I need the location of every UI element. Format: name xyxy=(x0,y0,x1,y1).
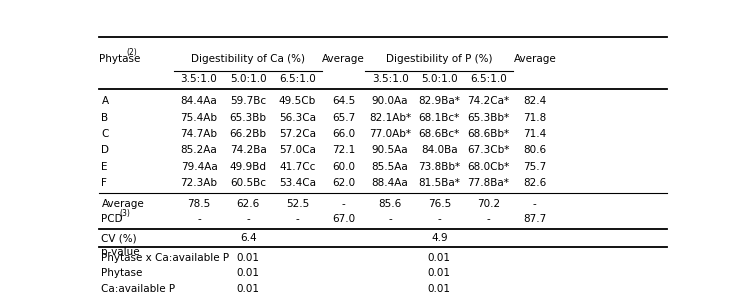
Text: PCD: PCD xyxy=(102,214,123,224)
Text: C: C xyxy=(102,129,109,139)
Text: (3): (3) xyxy=(120,209,130,218)
Text: 82.9Ba*: 82.9Ba* xyxy=(418,96,460,106)
Text: B: B xyxy=(102,113,108,123)
Text: Digestibility of P (%): Digestibility of P (%) xyxy=(386,54,492,64)
Text: 49.5Cb: 49.5Cb xyxy=(279,96,316,106)
Text: 0.01: 0.01 xyxy=(428,284,450,294)
Text: 77.0Ab*: 77.0Ab* xyxy=(369,129,411,139)
Text: 67.0: 67.0 xyxy=(332,214,356,224)
Text: 65.7: 65.7 xyxy=(332,113,356,123)
Text: 68.6Bc*: 68.6Bc* xyxy=(418,129,460,139)
Text: F: F xyxy=(102,178,108,188)
Text: 62.0: 62.0 xyxy=(332,178,356,188)
Text: 49.9Bd: 49.9Bd xyxy=(230,162,267,172)
Text: 68.1Bc*: 68.1Bc* xyxy=(418,113,460,123)
Text: p-value: p-value xyxy=(102,247,140,257)
Text: 90.5Aa: 90.5Aa xyxy=(372,145,409,155)
Text: 67.3Cb*: 67.3Cb* xyxy=(468,145,509,155)
Text: 82.4: 82.4 xyxy=(523,96,546,106)
Text: 66.2Bb: 66.2Bb xyxy=(230,129,267,139)
Text: 3.5:1.0: 3.5:1.0 xyxy=(181,74,217,84)
Text: 68.0Cb*: 68.0Cb* xyxy=(468,162,509,172)
Text: 5.0:1.0: 5.0:1.0 xyxy=(421,74,458,84)
Text: Average: Average xyxy=(513,54,557,64)
Text: Average: Average xyxy=(102,199,144,209)
Text: 4.9: 4.9 xyxy=(431,233,447,243)
Text: 6.5:1.0: 6.5:1.0 xyxy=(279,74,316,84)
Text: 80.6: 80.6 xyxy=(523,145,546,155)
Text: 65.3Bb: 65.3Bb xyxy=(230,113,267,123)
Text: 57.0Ca: 57.0Ca xyxy=(279,145,316,155)
Text: 88.4Aa: 88.4Aa xyxy=(372,178,409,188)
Text: 68.6Bb*: 68.6Bb* xyxy=(468,129,509,139)
Text: Ca:available P: Ca:available P xyxy=(102,284,176,294)
Text: 0.01: 0.01 xyxy=(428,253,450,263)
Text: 75.4Ab: 75.4Ab xyxy=(181,113,217,123)
Text: 72.1: 72.1 xyxy=(332,145,356,155)
Text: A: A xyxy=(102,96,108,106)
Text: 72.3Ab: 72.3Ab xyxy=(181,178,217,188)
Text: 59.7Bc: 59.7Bc xyxy=(230,96,266,106)
Text: 65.3Bb*: 65.3Bb* xyxy=(468,113,509,123)
Text: 74.7Ab: 74.7Ab xyxy=(181,129,217,139)
Text: 71.4: 71.4 xyxy=(523,129,546,139)
Text: Digestibility of Ca (%): Digestibility of Ca (%) xyxy=(191,54,306,64)
Text: 82.1Ab*: 82.1Ab* xyxy=(369,113,411,123)
Text: 52.5: 52.5 xyxy=(286,199,309,209)
Text: 57.2Ca: 57.2Ca xyxy=(279,129,316,139)
Text: 90.0Aa: 90.0Aa xyxy=(372,96,409,106)
Text: 85.2Aa: 85.2Aa xyxy=(181,145,217,155)
Text: 87.7: 87.7 xyxy=(523,214,546,224)
Text: 53.4Ca: 53.4Ca xyxy=(279,178,316,188)
Text: 76.5: 76.5 xyxy=(428,199,451,209)
Text: 56.3Ca: 56.3Ca xyxy=(279,113,316,123)
Text: 64.5: 64.5 xyxy=(332,96,356,106)
Text: 74.2Ca*: 74.2Ca* xyxy=(468,96,509,106)
Text: 73.8Bb*: 73.8Bb* xyxy=(418,162,460,172)
Text: 75.7: 75.7 xyxy=(523,162,546,172)
Text: 78.5: 78.5 xyxy=(187,199,211,209)
Text: 74.2Ba: 74.2Ba xyxy=(230,145,267,155)
Text: 0.01: 0.01 xyxy=(237,253,260,263)
Text: 60.5Bc: 60.5Bc xyxy=(230,178,266,188)
Text: -: - xyxy=(438,214,441,224)
Text: Phytase: Phytase xyxy=(99,54,140,64)
Text: 6.5:1.0: 6.5:1.0 xyxy=(470,74,507,84)
Text: -: - xyxy=(342,199,346,209)
Text: -: - xyxy=(296,214,300,224)
Text: -: - xyxy=(533,199,536,209)
Text: -: - xyxy=(197,214,201,224)
Text: 62.6: 62.6 xyxy=(237,199,260,209)
Text: 84.0Ba: 84.0Ba xyxy=(421,145,458,155)
Text: 85.6: 85.6 xyxy=(379,199,402,209)
Text: 0.01: 0.01 xyxy=(237,268,260,278)
Text: E: E xyxy=(102,162,108,172)
Text: 79.4Aa: 79.4Aa xyxy=(181,162,217,172)
Text: Phytase x Ca:available P: Phytase x Ca:available P xyxy=(102,253,229,263)
Text: 3.5:1.0: 3.5:1.0 xyxy=(372,74,409,84)
Text: 0.01: 0.01 xyxy=(237,284,260,294)
Text: 71.8: 71.8 xyxy=(523,113,546,123)
Text: 84.4Aa: 84.4Aa xyxy=(181,96,217,106)
Text: CV (%): CV (%) xyxy=(102,233,137,243)
Text: -: - xyxy=(486,214,490,224)
Text: 6.4: 6.4 xyxy=(240,233,256,243)
Text: 66.0: 66.0 xyxy=(332,129,356,139)
Text: 0.01: 0.01 xyxy=(428,268,450,278)
Text: Phytase: Phytase xyxy=(102,268,143,278)
Text: -: - xyxy=(388,214,392,224)
Text: 41.7Cc: 41.7Cc xyxy=(279,162,316,172)
Text: 70.2: 70.2 xyxy=(477,199,500,209)
Text: 82.6: 82.6 xyxy=(523,178,546,188)
Text: D: D xyxy=(102,145,110,155)
Text: 77.8Ba*: 77.8Ba* xyxy=(468,178,509,188)
Text: 81.5Ba*: 81.5Ba* xyxy=(418,178,460,188)
Text: 60.0: 60.0 xyxy=(332,162,356,172)
Text: 5.0:1.0: 5.0:1.0 xyxy=(230,74,267,84)
Text: -: - xyxy=(247,214,250,224)
Text: Average: Average xyxy=(323,54,365,64)
Text: (2): (2) xyxy=(126,48,137,58)
Text: 85.5Aa: 85.5Aa xyxy=(372,162,409,172)
